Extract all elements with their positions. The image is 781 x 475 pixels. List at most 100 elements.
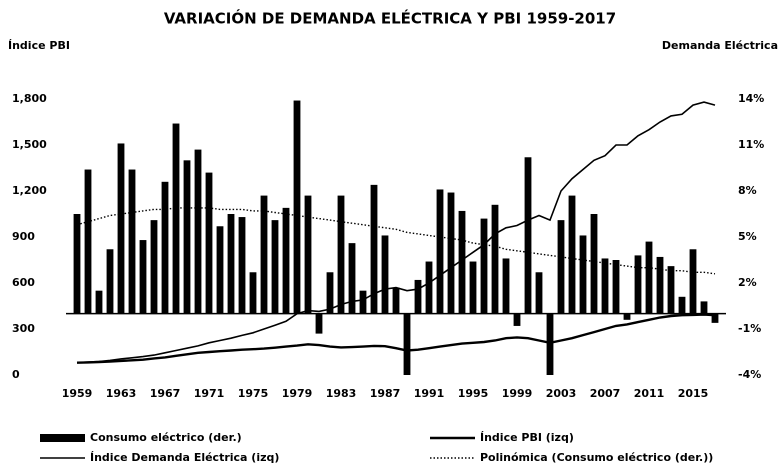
y2-tick-label: 5%: [738, 230, 757, 243]
x-tick-label: 1999: [502, 387, 533, 400]
bar: [480, 218, 488, 314]
y-tick-label: 1,800: [12, 92, 47, 105]
bar: [469, 261, 477, 314]
bar: [183, 160, 191, 314]
bar: [414, 279, 422, 314]
bar: [601, 258, 609, 314]
bar: [117, 143, 125, 314]
y2-tick-label: 14%: [738, 92, 764, 105]
legend-label: Consumo eléctrico (der.): [90, 431, 242, 444]
y-tick-label: 0: [12, 368, 20, 381]
bar: [590, 214, 598, 314]
y2-tick-label: -1%: [738, 322, 761, 335]
y2-tick-label: -4%: [738, 368, 761, 381]
y2-tick-label: 11%: [738, 138, 764, 151]
bar: [150, 220, 158, 314]
bar: [359, 290, 367, 314]
y-tick-label: 600: [12, 276, 35, 289]
bar: [557, 220, 565, 314]
x-tick-label: 1967: [150, 387, 181, 400]
bar: [425, 261, 433, 314]
legend-label: Índice PBI (izq): [480, 431, 574, 444]
x-tick-label: 2003: [546, 387, 577, 400]
bar: [84, 169, 92, 314]
bar: [678, 296, 686, 314]
bar: [238, 217, 246, 314]
y2-tick-label: 8%: [738, 184, 757, 197]
bar: [656, 256, 664, 314]
bar: [370, 184, 378, 314]
bar: [491, 204, 499, 314]
chart-title: VARIACIÓN DE DEMANDA ELÉCTRICA Y PBI 195…: [164, 9, 616, 28]
x-tick-label: 1983: [326, 387, 357, 400]
bar: [612, 260, 620, 314]
bar: [546, 313, 554, 375]
bar: [172, 123, 180, 314]
bar: [535, 272, 543, 314]
bar: [194, 149, 202, 314]
bar: [436, 189, 444, 314]
x-tick-label: 1971: [194, 387, 225, 400]
y-axis-label: Índice PBI: [8, 39, 70, 52]
bar: [205, 172, 213, 314]
bar: [73, 214, 81, 314]
bar: [95, 290, 103, 314]
bar: [623, 313, 631, 320]
bar: [161, 181, 169, 314]
bar: [524, 157, 532, 314]
bar: [249, 272, 257, 314]
bar: [513, 313, 521, 326]
bar: [403, 313, 411, 375]
bar: [348, 243, 356, 314]
bar: [139, 240, 147, 314]
bar: [634, 255, 642, 314]
bar: [326, 272, 334, 314]
y-tick-label: 1,200: [12, 184, 47, 197]
bar: [315, 313, 323, 334]
y2-tick-label: 2%: [738, 276, 757, 289]
legend-label: Índice Demanda Eléctrica (izq): [90, 451, 279, 464]
line: [76, 207, 716, 275]
bar: [689, 249, 697, 314]
x-tick-label: 1979: [282, 387, 313, 400]
bar: [106, 249, 114, 314]
bar: [667, 266, 675, 314]
bar: [392, 287, 400, 314]
x-tick-label: 1991: [414, 387, 445, 400]
bar: [381, 235, 389, 314]
bar: [227, 214, 235, 314]
x-tick-label: 2007: [590, 387, 621, 400]
bar: [304, 195, 312, 314]
x-tick-label: 2011: [634, 387, 665, 400]
line: [76, 313, 716, 364]
y-tick-label: 300: [12, 322, 35, 335]
bar: [216, 226, 224, 314]
bar: [568, 195, 576, 314]
x-tick-label: 1987: [370, 387, 401, 400]
bar: [271, 220, 279, 314]
bar: [447, 192, 455, 314]
x-tick-label: 1959: [62, 387, 93, 400]
x-tick-label: 1963: [106, 387, 137, 400]
legend-swatch: [40, 434, 85, 442]
x-tick-label: 1995: [458, 387, 489, 400]
bar: [502, 258, 510, 314]
y-tick-label: 900: [12, 230, 35, 243]
bar: [282, 207, 290, 314]
bar: [711, 313, 719, 323]
bar: [337, 195, 345, 314]
bar: [645, 241, 653, 314]
bar: [458, 210, 466, 314]
bar: [579, 235, 587, 314]
y2-axis-label: Demanda Eléctrica: [662, 39, 778, 52]
x-tick-label: 1975: [238, 387, 269, 400]
bar: [128, 169, 136, 314]
bar: [700, 301, 708, 314]
bar: [293, 100, 301, 314]
line: [76, 101, 716, 364]
y-tick-label: 1,500: [12, 138, 47, 151]
x-tick-label: 2015: [678, 387, 709, 400]
bar: [260, 195, 268, 314]
